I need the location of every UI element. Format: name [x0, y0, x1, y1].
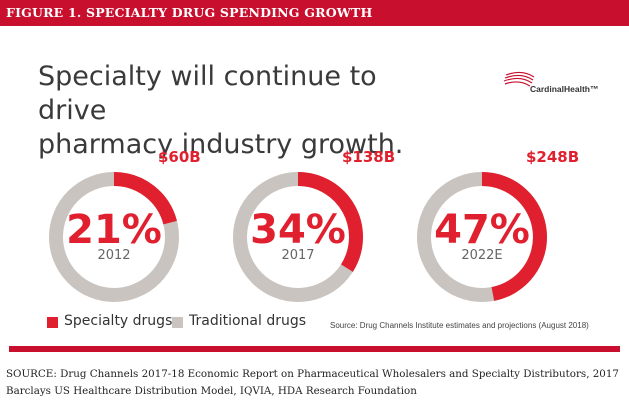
- divider-bar: [9, 346, 620, 352]
- figure-header: FIGURE 1. SPECIALTY DRUG SPENDING GROWTH: [0, 0, 629, 26]
- headline-line-2: pharmacy industry growth.: [38, 129, 404, 160]
- share-label-2022E: 47%: [434, 207, 530, 253]
- donut-specialty-2012: [113, 172, 177, 225]
- spending-label-2012: $60B: [158, 148, 201, 166]
- year-label-2012: 2012: [97, 248, 130, 263]
- spending-label-2017: $138B: [342, 148, 395, 166]
- headline-line-1: Specialty will continue to drive: [38, 61, 377, 126]
- spending-label-2022E: $248B: [526, 148, 579, 166]
- legend-label-specialty: Specialty drugs: [64, 313, 173, 329]
- year-label-2022E: 2022E: [461, 248, 502, 263]
- legend-label-traditional: Traditional drugs: [189, 313, 307, 329]
- cardinal-health-logo-icon: [503, 71, 535, 87]
- legend-swatch-specialty: [47, 317, 58, 328]
- logo-text: CardinalHealth™: [530, 84, 599, 94]
- donut-specialty-2022E: [481, 172, 547, 301]
- figure-title: FIGURE 1. SPECIALTY DRUG SPENDING GROWTH: [6, 5, 373, 20]
- donut-specialty-2017: [297, 172, 363, 272]
- headline: Specialty will continue to drive pharmac…: [38, 60, 438, 162]
- year-label-2017: 2017: [281, 248, 314, 263]
- share-label-2017: 34%: [250, 207, 346, 253]
- legend-swatch-traditional: [172, 317, 183, 328]
- chart-source-note: Source: Drug Channels Institute estimate…: [330, 321, 589, 330]
- source-footnote: SOURCE: Drug Channels 2017-18 Economic R…: [6, 368, 619, 397]
- share-label-2012: 21%: [66, 207, 162, 253]
